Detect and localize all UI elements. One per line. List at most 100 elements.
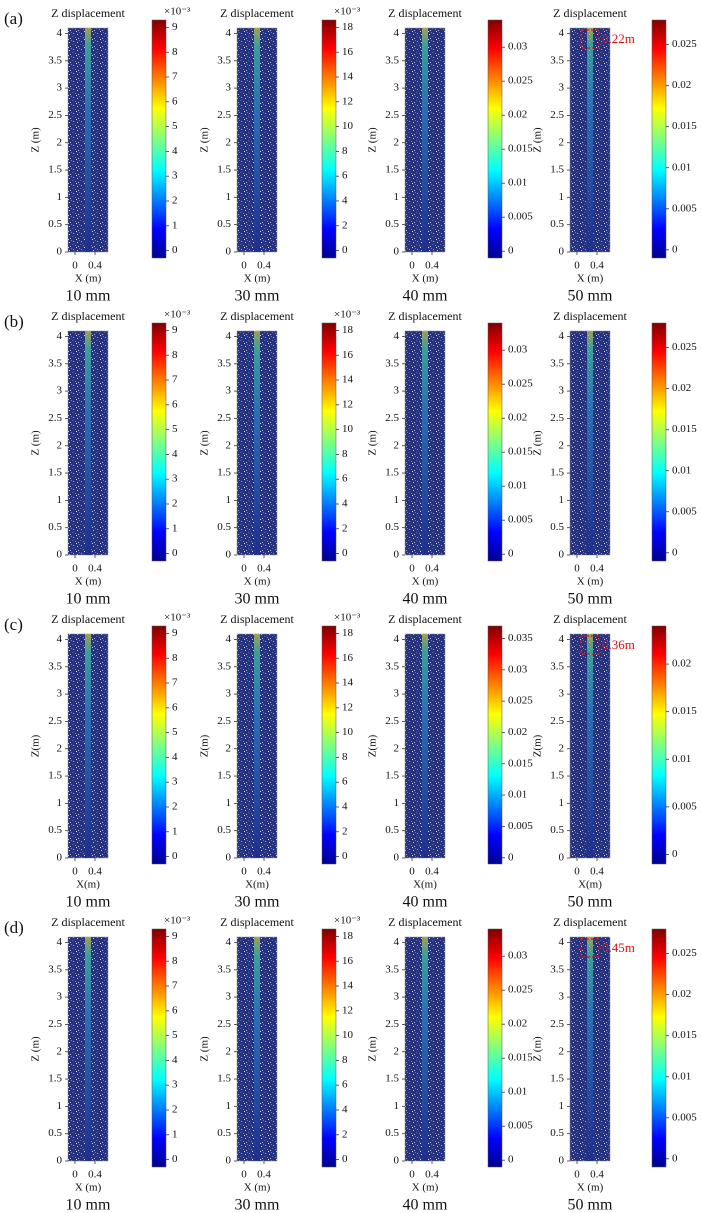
y-tick-label: 1.5 <box>385 164 399 176</box>
colorbar <box>321 322 337 562</box>
colorbar-exponent: ×10⁻³ <box>164 6 191 18</box>
y-axis-label: Z (m) <box>199 127 211 153</box>
colorbar-tick-label: 0.03 <box>508 950 528 962</box>
colorbar-tick-label: 6 <box>342 1079 348 1091</box>
y-tick-label: 2.5 <box>48 412 62 424</box>
colorbar-tick-label: 0.015 <box>672 705 697 717</box>
colorbar-tick-label: 0 <box>342 850 348 862</box>
colorbar-tick-label: 0.005 <box>508 1120 533 1132</box>
displacement-zone <box>422 331 428 555</box>
y-tick-label: 2 <box>394 439 400 451</box>
colorbar-tick-label: 1 <box>172 1128 178 1140</box>
colorbar-tick-label: 6 <box>172 701 178 713</box>
y-tick-label: 0.5 <box>48 521 62 533</box>
x-tick-label: 0.4 <box>590 1169 604 1181</box>
y-tick-label: 0 <box>394 852 400 864</box>
y-tick-label: 3.5 <box>217 963 231 975</box>
colorbar <box>651 19 667 259</box>
y-tick-label: 3.5 <box>217 660 231 672</box>
colorbar-exponent: ×10⁻³ <box>334 612 361 624</box>
x-tick-label: 0 <box>574 260 580 272</box>
y-tick-label: 2.5 <box>550 1018 564 1030</box>
y-tick-label: 1.5 <box>385 1073 399 1085</box>
y-tick-label: 2 <box>226 136 232 148</box>
panel-title: Z displacement <box>51 915 125 929</box>
x-tick-label: 0.4 <box>257 1169 271 1181</box>
y-tick-label: 0.5 <box>385 824 399 836</box>
y-tick-label: 3.5 <box>550 660 564 672</box>
colorbar-tick-label: 18 <box>342 930 354 942</box>
colorbar-tick-label: 4 <box>342 1104 348 1116</box>
colorbar <box>151 19 167 259</box>
y-tick-label: 4 <box>57 27 63 39</box>
colorbar-tick-label: 0.01 <box>672 464 691 476</box>
y-tick-label: 2.5 <box>217 412 231 424</box>
x-axis-label: X(m) <box>413 879 437 891</box>
y-tick-label: 4 <box>226 330 232 342</box>
y-tick-label: 3 <box>226 82 232 94</box>
y-tick-label: 1.5 <box>48 1073 62 1085</box>
x-tick-label: 0 <box>574 1169 580 1181</box>
colorbar-tick-label: 8 <box>342 448 348 460</box>
colorbar-tick-label: 0.015 <box>508 446 533 458</box>
x-tick-label: 0 <box>241 260 247 272</box>
caption: 10 mm <box>66 288 111 305</box>
y-tick-label: 0 <box>559 1155 565 1167</box>
colorbar-tick-label: 2 <box>342 219 348 231</box>
colorbar <box>151 625 167 865</box>
panel-title: Z displacement <box>220 6 294 20</box>
y-tick-label: 3.5 <box>385 357 399 369</box>
panel-title: Z displacement <box>553 915 627 929</box>
y-tick-label: 2 <box>226 742 232 754</box>
y-tick-label: 1 <box>57 797 63 809</box>
colorbar-tick-label: 2 <box>172 1104 178 1116</box>
x-axis-label: X (m) <box>244 273 271 285</box>
y-tick-label: 1.5 <box>217 770 231 782</box>
colorbar-tick-label: 0.02 <box>508 412 527 424</box>
y-tick-label: 2 <box>394 742 400 754</box>
colorbar-tick-label: 0.015 <box>672 423 697 435</box>
caption: 40 mm <box>403 894 448 911</box>
colorbar-tick-label: 16 <box>342 46 354 58</box>
displacement-zone <box>587 937 593 1161</box>
colorbar-tick-label: 2 <box>172 195 178 207</box>
colorbar-tick-label: 0.01 <box>672 161 691 173</box>
y-axis-label: Z (m) <box>532 127 544 153</box>
x-axis-label: X(m) <box>245 879 269 891</box>
y-tick-label: 0.5 <box>217 218 231 230</box>
colorbar-tick-label: 9 <box>172 930 178 942</box>
y-tick-label: 4 <box>57 936 63 948</box>
caption: 30 mm <box>235 1197 280 1213</box>
x-tick-label: 0 <box>72 866 78 878</box>
colorbar <box>651 928 667 1168</box>
y-tick-label: 2.5 <box>217 715 231 727</box>
y-tick-label: 4 <box>226 633 232 645</box>
y-tick-label: 1 <box>226 797 232 809</box>
x-tick-label: 0 <box>72 1169 78 1181</box>
y-tick-label: 2.5 <box>385 715 399 727</box>
colorbar-tick-label: 4 <box>342 195 348 207</box>
y-tick-label: 0.5 <box>48 218 62 230</box>
panel-title: Z displacement <box>388 309 462 323</box>
colorbar-tick-label: 7 <box>172 980 178 992</box>
x-tick-label: 0 <box>241 563 247 575</box>
colorbar-tick-label: 0.015 <box>672 120 697 132</box>
y-tick-label: 0 <box>226 246 232 258</box>
colorbar-tick-label: 3 <box>172 1079 178 1091</box>
colorbar-tick-label: 0 <box>342 244 348 256</box>
colorbar-tick-label: 3 <box>172 473 178 485</box>
x-axis-label: X (m) <box>75 1182 102 1194</box>
displacement-zone <box>422 28 428 252</box>
y-tick-label: 3 <box>226 688 232 700</box>
y-tick-label: 3 <box>394 82 400 94</box>
colorbar-tick-label: 0.005 <box>672 505 697 517</box>
y-tick-label: 2.5 <box>48 715 62 727</box>
y-tick-label: 1.5 <box>550 164 564 176</box>
highlight-box <box>580 635 600 655</box>
colorbar-tick-label: 0.015 <box>672 1029 697 1041</box>
y-axis-label: Z(m) <box>30 734 42 757</box>
y-tick-label: 2 <box>559 1045 565 1057</box>
colorbar-exponent: ×10⁻³ <box>334 915 361 927</box>
y-tick-label: 4 <box>394 330 400 342</box>
